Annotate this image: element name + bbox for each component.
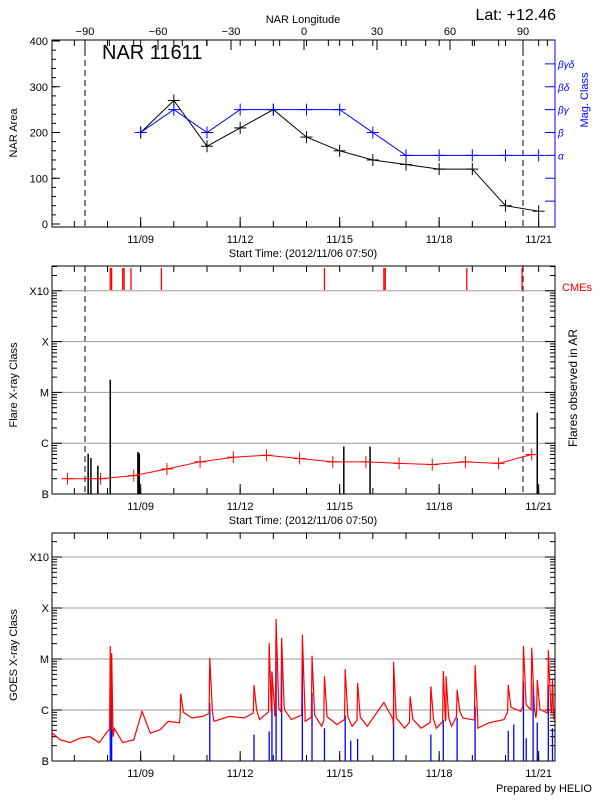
panel1-x-tick-label: 11/18 (426, 234, 453, 246)
mag-class-label: βγδ (557, 60, 575, 71)
panel1-x-tick-label: 11/15 (326, 234, 353, 246)
panel3-frame (51, 532, 556, 762)
panel3-x-tick-label: 11/12 (227, 768, 254, 780)
panel2-x-tick-label: 11/12 (227, 501, 254, 513)
panel1-y2label: Mag. Class (579, 72, 591, 128)
panel3-y-tick-label: M (40, 654, 49, 666)
latitude-label: Lat: +12.46 (475, 7, 556, 24)
panel3-x-tick-label: 11/15 (326, 768, 353, 780)
panel2-y-tick-label: X10 (29, 286, 49, 298)
panel1-x-tick-label: 11/21 (525, 234, 552, 246)
panel3-x-tick-label: 11/21 (525, 768, 552, 780)
goes-long-channel-line (51, 618, 555, 744)
panel2-y2label: Flares observed in AR (566, 329, 580, 447)
panel1-x-tick-label: 11/12 (227, 234, 254, 246)
footer-credit: Prepared by HELIO (496, 783, 592, 795)
panel3-ylabel: GOES X-ray Class (8, 609, 20, 701)
longitude-tick-label: −30 (222, 26, 241, 38)
panel1-x-tick-label: 11/09 (127, 234, 154, 246)
panel3-y-tick-label: X10 (29, 552, 49, 564)
longitude-tick-label: 90 (517, 26, 529, 38)
mag-class-label: β (557, 129, 564, 140)
longitude-tick-label: 60 (444, 26, 456, 38)
panel1-y-tick-label: 400 (30, 36, 48, 48)
panel3-y-tick-label: C (41, 705, 49, 717)
panel3-y-tick-label: B (42, 756, 49, 768)
panel1-frame (51, 39, 556, 228)
cme-label: CMEs (562, 282, 592, 294)
panel2-ylabel: Flare X-ray Class (8, 342, 20, 427)
panel2-x-tick-label: 11/15 (326, 501, 353, 513)
longitude-tick-label: 30 (371, 26, 383, 38)
mag-class-label: βγ (557, 106, 570, 117)
panel2-x-tick-label: 11/09 (127, 501, 154, 513)
panel1-ylabel: NAR Area (8, 108, 20, 158)
longitude-tick-label: −90 (76, 26, 95, 38)
panel2-y-tick-label: B (42, 489, 49, 501)
mag-class-label: βδ (557, 83, 570, 94)
panel3-x-tick-label: 11/09 (127, 768, 154, 780)
panel2-frame (51, 265, 556, 495)
chart-title: NAR 11611 (102, 42, 202, 64)
panel1-y-tick-label: 0 (42, 219, 48, 231)
panel1-y-tick-label: 200 (30, 128, 48, 140)
panel2-y-tick-label: M (40, 387, 49, 399)
panel2-y-tick-label: C (41, 438, 49, 450)
panel1-y-tick-label: 300 (30, 82, 48, 94)
longitude-axis-title: NAR Longitude (266, 14, 341, 26)
panel3-x-tick-label: 11/18 (426, 768, 453, 780)
panel2-y-tick-label: X (42, 337, 50, 349)
longitude-tick-label: 0 (301, 26, 307, 38)
panel3-y-tick-label: X (42, 603, 50, 615)
panel2-xlabel: Start Time: (2012/11/06 07:50) (229, 515, 377, 527)
panel2-x-tick-label: 11/18 (426, 501, 453, 513)
longitude-tick-label: −60 (149, 26, 168, 38)
panel2-x-tick-label: 11/21 (525, 501, 552, 513)
panel1-y-tick-label: 100 (30, 173, 48, 185)
mag-class-label: α (558, 151, 564, 162)
panel1-xlabel: Start Time: (2012/11/06 07:50) (229, 248, 377, 260)
